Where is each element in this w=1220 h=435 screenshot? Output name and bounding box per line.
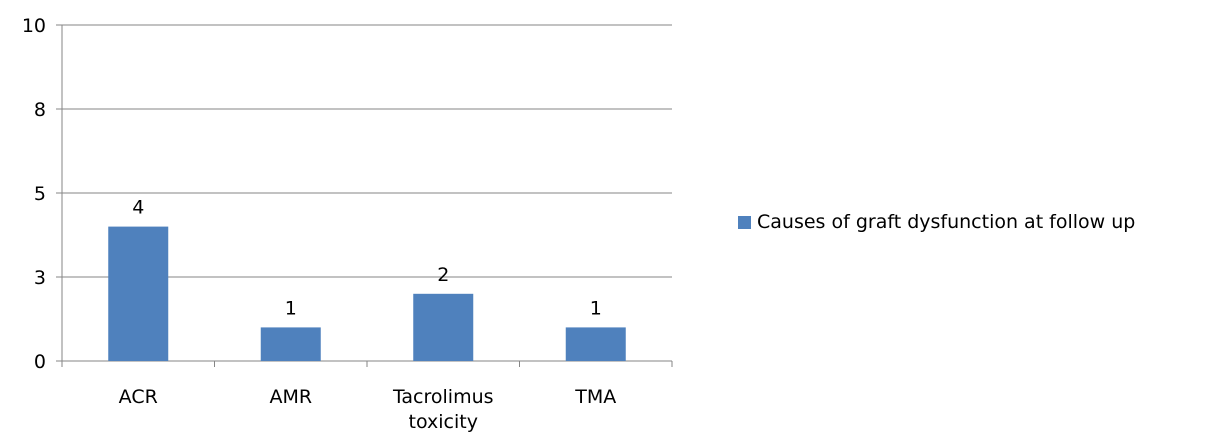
y-tick-label: 10 [22, 15, 46, 37]
x-category-labels: ACR AMR Tacrolimus toxicity TMA [119, 386, 617, 433]
y-tick-label: 8 [34, 99, 46, 121]
category-label: toxicity [409, 411, 478, 433]
category-label: AMR [269, 386, 312, 408]
data-label: 2 [437, 264, 449, 286]
category-label: TMA [574, 386, 616, 408]
y-tick-label: 3 [34, 267, 46, 289]
y-tick-labels: 0 3 5 8 10 [22, 15, 46, 373]
data-label: 4 [132, 197, 144, 219]
bar [565, 327, 626, 361]
y-tick-label: 5 [34, 183, 46, 205]
bar [260, 327, 321, 361]
bar [108, 226, 169, 361]
legend-label: Causes of graft dysfunction at follow up [757, 211, 1136, 233]
bars [108, 226, 626, 361]
data-labels: 4 1 2 1 [132, 197, 602, 320]
bar [413, 293, 474, 361]
category-label: ACR [119, 386, 158, 408]
category-label: Tacrolimus [392, 386, 494, 408]
gridlines [62, 24, 672, 278]
legend-swatch [738, 215, 751, 229]
y-tick-label: 0 [34, 351, 46, 373]
data-label: 1 [285, 297, 297, 319]
legend: Causes of graft dysfunction at follow up [738, 211, 1135, 233]
data-label: 1 [590, 297, 602, 319]
